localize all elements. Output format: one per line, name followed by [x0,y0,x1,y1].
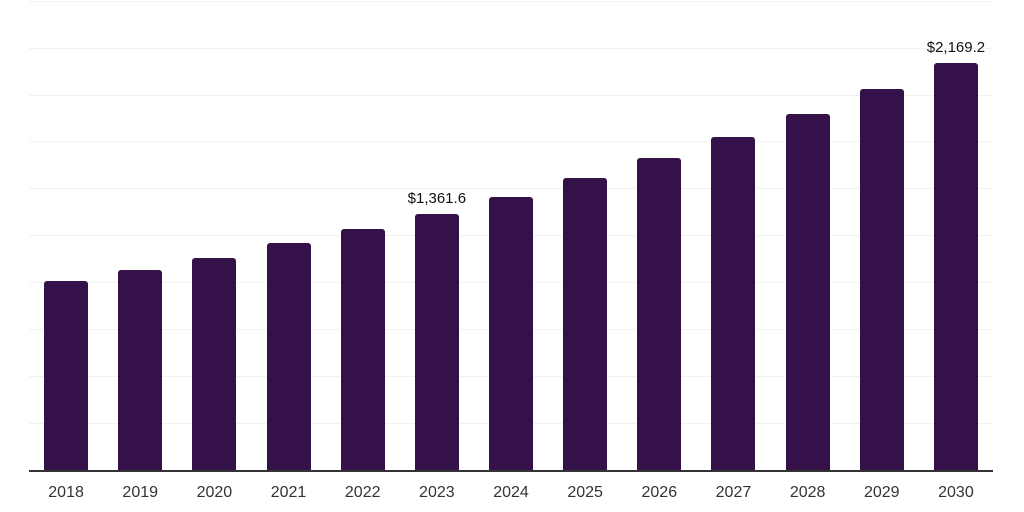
bar-2028[interactable] [785,113,830,470]
bar-2024[interactable] [489,196,533,470]
x-tick-2020: 2020 [196,484,233,501]
x-tick-2030: 2030 [938,484,974,501]
x-tick-2026: 2026 [641,484,678,501]
x-tick-2024: 2024 [493,484,529,501]
bar-2021[interactable] [266,243,311,470]
bar-2018[interactable] [44,281,89,470]
x-tick-2029: 2029 [863,484,900,501]
bar-2025[interactable] [563,178,608,470]
bar-2022[interactable] [340,228,385,470]
x-tick-2019: 2019 [122,484,159,501]
bar-2023[interactable] [414,214,459,470]
bar-2030[interactable] [933,62,978,470]
value-label-2023: $1,361.6 [407,190,467,208]
gridline-1500 [29,188,993,190]
gridline-1750 [29,141,993,143]
x-tick-2022: 2022 [344,484,381,501]
x-tick-2025: 2025 [567,484,603,501]
value-label-2030: $2,169.2 [926,38,986,56]
plot-area: $1,361.6 $2,169.2 [29,0,993,472]
x-tick-2018: 2018 [48,484,84,501]
bar-2027[interactable] [711,136,756,470]
x-tick-2021: 2021 [270,484,307,501]
x-tick-2027: 2027 [715,484,752,501]
gridline-2500 [29,0,993,2]
bar-2020[interactable] [192,257,237,470]
x-tick-2023: 2023 [419,484,455,501]
gridline-2250 [29,47,993,49]
bar-2026[interactable] [637,157,682,470]
x-tick-2028: 2028 [789,484,826,501]
gridline-2000 [29,94,993,96]
bar-2029[interactable] [859,89,904,470]
x-axis-line [29,470,993,472]
bar-2019[interactable] [118,270,163,470]
